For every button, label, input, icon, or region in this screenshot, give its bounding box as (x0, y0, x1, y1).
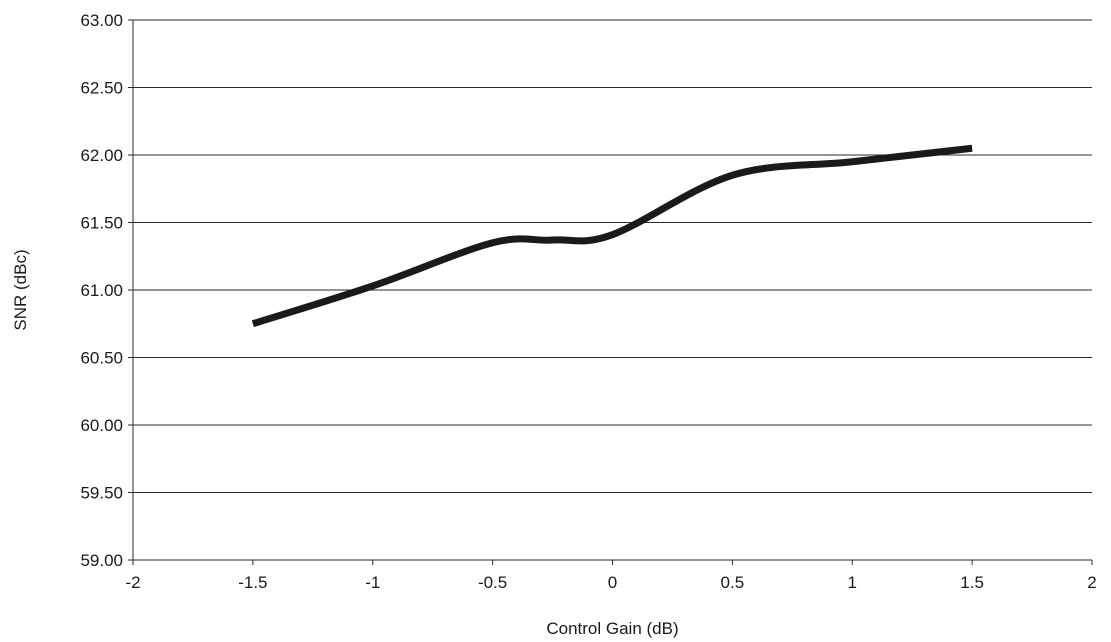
x-tick-label: -2 (125, 573, 140, 592)
x-axis-title: Control Gain (dB) (546, 619, 678, 638)
x-tick-label: 0 (608, 573, 617, 592)
y-tick-label: 62.50 (80, 79, 123, 98)
x-tick-label: 0.5 (721, 573, 745, 592)
y-tick-labels: 59.00 59.50 60.00 60.50 61.00 61.50 62.00 62.50… (80, 11, 123, 570)
x-tick-label: 1.5 (960, 573, 984, 592)
series-line (251, 144, 973, 328)
y-tick-label: 59.00 (80, 551, 123, 570)
y-axis-title: SNR (dBc) (11, 249, 30, 330)
y-tick-label: 60.00 (80, 416, 123, 435)
y-tick-label: 61.00 (80, 281, 123, 300)
axes (128, 19, 1093, 565)
x-tick-label: 2 (1087, 573, 1096, 592)
x-tick-label: -1 (365, 573, 380, 592)
grid-lines (133, 19, 1092, 493)
x-tick-label: 1 (848, 573, 857, 592)
x-tick-labels: -2 -1.5 -1 -0.5 0 0.5 1 1.5 2 (125, 573, 1096, 592)
series-layer (251, 144, 973, 328)
y-tick-label: 62.00 (80, 146, 123, 165)
y-tick-label: 61.50 (80, 214, 123, 233)
x-tick-label: -1.5 (238, 573, 267, 592)
y-tick-label: 63.00 (80, 11, 123, 30)
y-tick-label: 59.50 (80, 484, 123, 503)
x-tick-label: -0.5 (478, 573, 507, 592)
y-tick-label: 60.50 (80, 349, 123, 368)
